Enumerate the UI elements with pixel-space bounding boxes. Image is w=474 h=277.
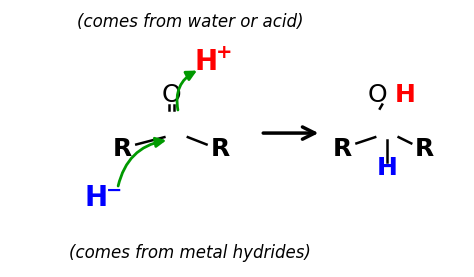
Text: O: O [368, 83, 387, 107]
Text: O: O [162, 83, 181, 107]
Text: (comes from metal hydrides): (comes from metal hydrides) [69, 243, 311, 261]
Text: R: R [415, 137, 434, 161]
Text: H: H [195, 48, 218, 76]
Text: H: H [85, 184, 108, 212]
Text: H: H [376, 156, 397, 180]
Text: R: R [211, 137, 230, 161]
Text: R: R [113, 137, 132, 161]
Text: −: − [106, 181, 122, 199]
Text: H: H [395, 83, 416, 107]
Text: R: R [333, 137, 352, 161]
Text: +: + [216, 43, 232, 63]
Text: (comes from water or acid): (comes from water or acid) [77, 13, 303, 31]
